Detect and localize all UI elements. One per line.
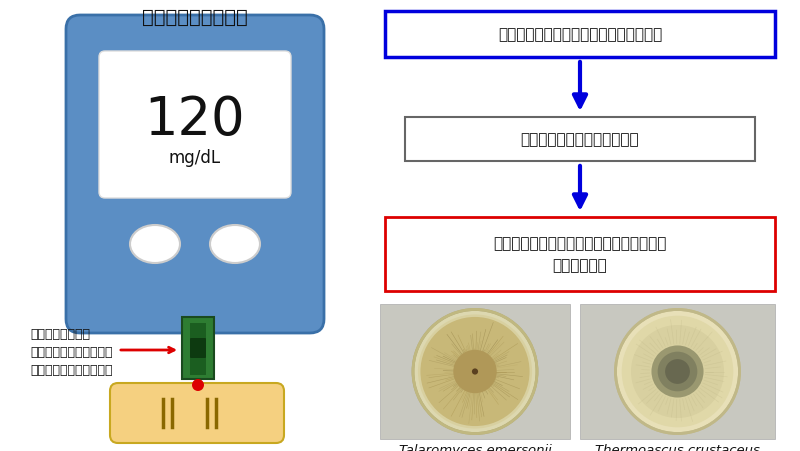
Text: Thermoascus crustaceus: Thermoascus crustaceus — [595, 443, 760, 451]
Circle shape — [622, 316, 734, 428]
Circle shape — [418, 315, 532, 428]
Circle shape — [658, 352, 698, 391]
Ellipse shape — [130, 226, 180, 263]
Circle shape — [413, 310, 537, 433]
Circle shape — [665, 359, 690, 384]
Text: 自己血糖値センサー: 自己血糖値センサー — [142, 8, 248, 27]
Text: 120: 120 — [145, 94, 246, 146]
Text: mg/dL: mg/dL — [169, 149, 221, 166]
FancyBboxPatch shape — [190, 338, 206, 358]
FancyBboxPatch shape — [405, 118, 755, 161]
Ellipse shape — [210, 226, 260, 263]
FancyBboxPatch shape — [190, 323, 206, 375]
Circle shape — [615, 310, 739, 433]
Circle shape — [421, 317, 530, 426]
Circle shape — [454, 350, 497, 393]
FancyBboxPatch shape — [385, 12, 775, 58]
Text: 好熱性糸状菌由来グルコース脱水素酵素: 好熱性糸状菌由来グルコース脱水素酵素 — [498, 28, 662, 42]
Circle shape — [651, 346, 703, 398]
Bar — [380, 304, 570, 439]
Circle shape — [472, 368, 478, 375]
Text: Talaromyces emersonii: Talaromyces emersonii — [398, 443, 551, 451]
Text: 東南アジア、アフリカ等高温地域で使用・
長期保存可能: 東南アジア、アフリカ等高温地域で使用・ 長期保存可能 — [494, 236, 666, 273]
Bar — [580, 304, 775, 439]
FancyBboxPatch shape — [99, 52, 291, 198]
FancyBboxPatch shape — [182, 318, 214, 379]
Text: 血糖値センサーチップに応用: 血糖値センサーチップに応用 — [521, 132, 639, 147]
Text: 好熱性糸状菌由来
グルコース脱水素酵素を
塗布したセンサーチップ: 好熱性糸状菌由来 グルコース脱水素酵素を 塗布したセンサーチップ — [30, 327, 113, 376]
FancyBboxPatch shape — [66, 16, 324, 333]
Circle shape — [192, 379, 204, 391]
Circle shape — [631, 325, 724, 418]
FancyBboxPatch shape — [110, 383, 284, 443]
FancyBboxPatch shape — [385, 217, 775, 291]
